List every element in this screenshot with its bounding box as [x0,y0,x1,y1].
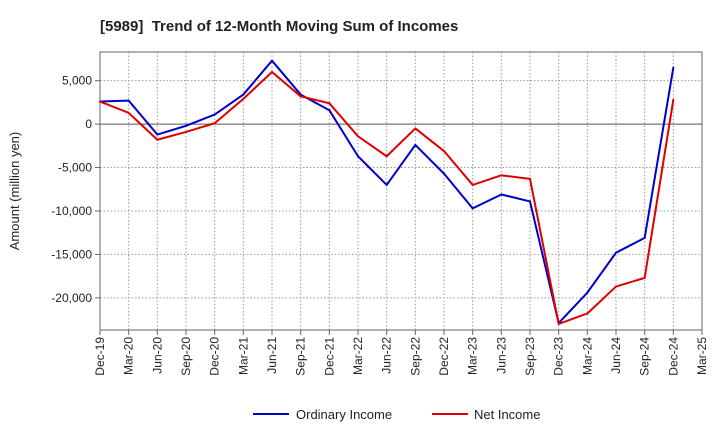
data-point-net-income [271,70,273,73]
x-tick-label: Jun-24 [609,337,623,374]
data-point-ordinary-income [672,66,675,69]
y-tick-label: -15,000 [51,247,92,261]
data-point-ordinary-income [328,109,331,112]
data-point-net-income [328,102,331,105]
data-point-ordinary-income [242,93,245,96]
x-tick-label: Sep-21 [294,337,308,376]
x-tick-label: Sep-22 [408,337,422,376]
data-point-ordinary-income [357,155,359,158]
data-point-net-income [213,122,216,125]
legend-item-ordinary-income: Ordinary Income [253,407,392,422]
x-tick-label: Sep-24 [638,337,652,376]
x-tick-label: Sep-23 [523,337,537,376]
data-point-ordinary-income [529,200,531,203]
data-point-net-income [385,155,388,158]
x-tick-label: Mar-22 [351,337,365,375]
data-point-ordinary-income [414,143,417,146]
data-point-ordinary-income [586,291,589,294]
legend-label: Ordinary Income [296,407,392,422]
data-point-net-income [156,138,159,141]
data-point-net-income [127,111,130,114]
data-point-net-income [185,130,187,133]
data-point-ordinary-income [471,207,474,210]
data-point-ordinary-income [156,133,159,136]
x-tick-label: Jun-22 [380,337,394,374]
x-tick-label: Jun-20 [150,337,164,374]
data-point-net-income [443,150,445,153]
data-point-ordinary-income [615,251,617,254]
data-point-net-income [357,135,359,138]
y-axis-label: Amount (million yen) [7,132,22,251]
x-tick-label: Dec-21 [322,337,336,376]
x-tick-label: Jun-23 [494,337,508,374]
y-tick-label: -5,000 [58,161,92,175]
x-tick-label: Jun-21 [265,337,279,374]
x-tick-label: Mar-25 [695,337,709,375]
legend: Ordinary Income Net Income [253,407,540,422]
x-tick-label: Mar-23 [466,337,480,375]
y-tick-label: -20,000 [51,291,92,305]
data-point-ordinary-income [127,99,130,102]
y-tick-label: 5,000 [62,74,92,88]
data-point-ordinary-income [213,113,216,116]
data-point-net-income [99,100,101,103]
data-point-net-income [299,95,302,98]
grid-lines [100,52,702,330]
data-point-net-income [586,312,589,315]
data-point-net-income [672,98,675,101]
data-point-net-income [615,285,617,288]
data-point-ordinary-income [271,59,273,62]
data-point-ordinary-income [185,124,187,127]
data-point-net-income [643,276,646,279]
x-tick-label: Mar-20 [122,337,136,375]
y-tick-label: -10,000 [51,204,92,218]
data-point-net-income [557,322,560,325]
data-point-ordinary-income [443,172,445,175]
x-tick-label: Sep-20 [179,337,193,376]
y-tick-label: 0 [85,117,92,131]
x-tick-label: Dec-20 [208,337,222,376]
legend-label: Net Income [474,407,540,422]
data-point-net-income [414,127,417,130]
data-point-ordinary-income [500,193,503,196]
x-tick-label: Dec-23 [552,337,566,376]
x-tick-label: Dec-19 [93,337,107,376]
series-lines [99,59,675,325]
x-tick-label: Mar-24 [580,337,594,375]
axis-ticks: Dec-19 Mar-20 Jun-20 Sep-20 Dec-20 Mar-21 Jun-… [51,74,709,376]
data-point-net-income [500,174,503,177]
legend-item-net-income: Net Income [432,407,540,422]
x-tick-label: Dec-24 [666,337,680,376]
x-tick-label: Mar-21 [236,337,250,375]
data-point-net-income [471,183,474,186]
data-point-net-income [529,177,531,180]
plot-frame [99,51,703,331]
x-tick-label: Dec-22 [437,337,451,376]
data-point-ordinary-income [643,236,646,239]
data-point-ordinary-income [385,183,388,186]
series-line-net-income [99,70,675,325]
data-point-net-income [242,97,245,100]
chart-title: [5989] Trend of 12-Month Moving Sum of I… [100,18,458,35]
